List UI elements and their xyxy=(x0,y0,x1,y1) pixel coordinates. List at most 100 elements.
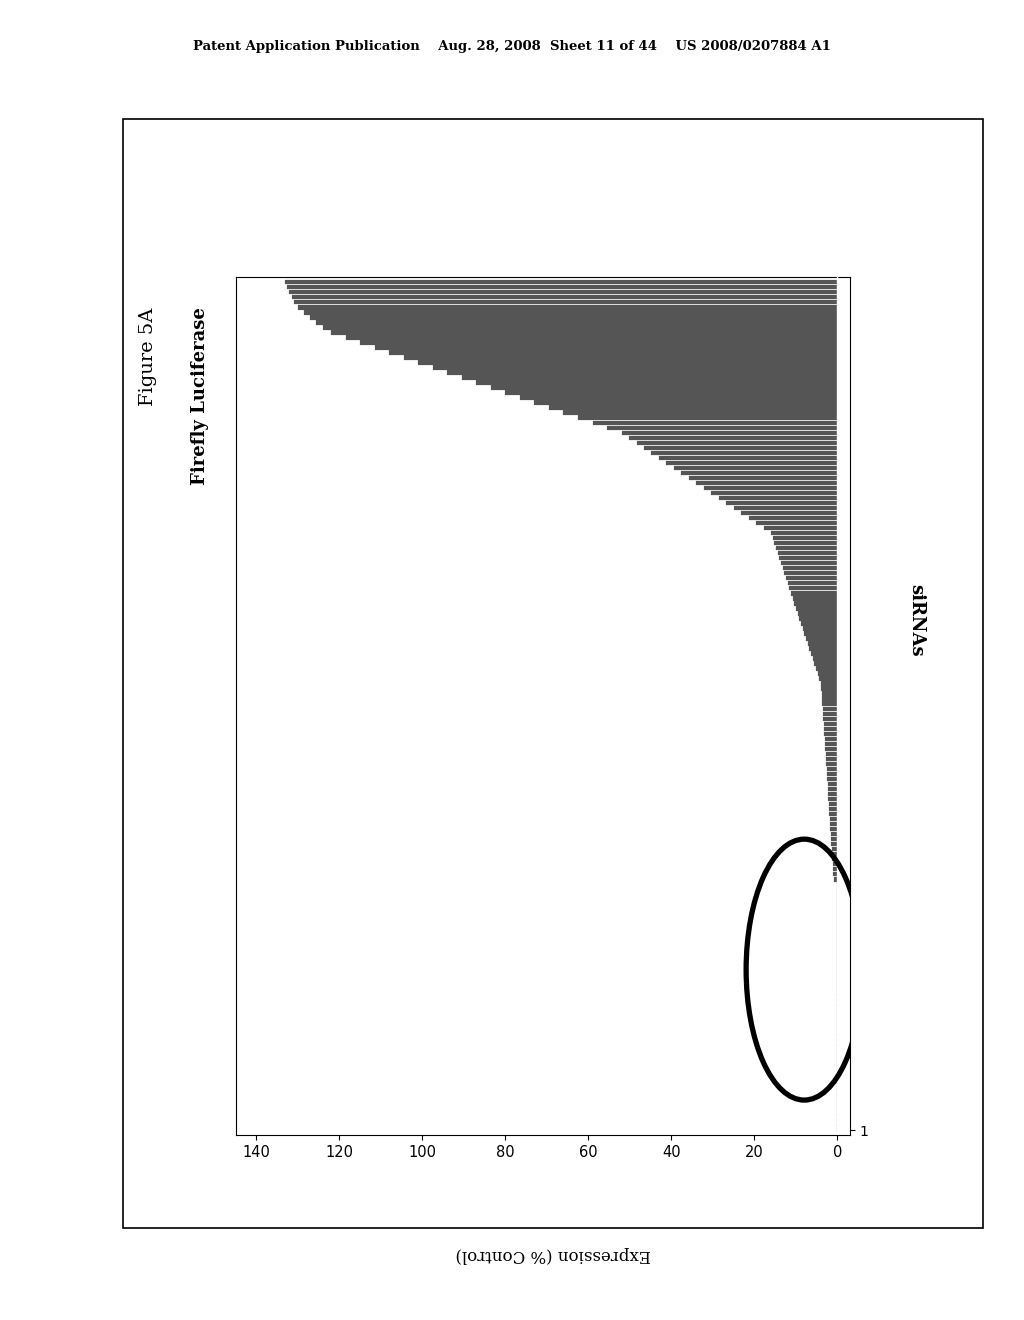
Bar xyxy=(360,341,838,345)
Bar xyxy=(824,726,838,731)
Bar xyxy=(779,556,838,561)
Bar xyxy=(593,421,838,425)
Bar xyxy=(733,506,838,511)
Bar xyxy=(833,862,838,866)
Bar xyxy=(821,686,838,690)
Bar xyxy=(777,550,838,556)
Bar xyxy=(331,330,838,334)
Bar xyxy=(712,491,838,495)
Bar xyxy=(828,792,838,796)
Bar xyxy=(292,296,838,300)
Bar xyxy=(786,576,838,581)
Bar xyxy=(829,817,838,821)
Bar xyxy=(756,521,838,525)
Bar xyxy=(800,616,838,620)
Bar xyxy=(563,411,838,414)
Bar xyxy=(345,335,838,339)
Bar xyxy=(791,591,838,595)
Bar xyxy=(375,346,838,350)
Bar xyxy=(822,706,838,711)
Bar xyxy=(637,441,838,445)
Bar xyxy=(803,626,838,631)
Bar xyxy=(829,807,838,812)
Bar xyxy=(629,436,838,440)
Bar xyxy=(833,857,838,862)
Bar xyxy=(578,416,838,420)
Bar xyxy=(824,731,838,737)
Text: Figure 5A: Figure 5A xyxy=(139,308,158,405)
Bar xyxy=(821,681,838,686)
Bar xyxy=(824,737,838,741)
Bar xyxy=(316,321,838,325)
Bar xyxy=(506,391,838,395)
Bar xyxy=(476,380,838,384)
Bar xyxy=(310,315,838,319)
Bar xyxy=(834,867,838,871)
Bar xyxy=(826,772,838,776)
Bar xyxy=(823,717,838,721)
Bar xyxy=(823,722,838,726)
Bar xyxy=(826,762,838,766)
Bar xyxy=(771,531,838,536)
Bar xyxy=(535,400,838,405)
Bar xyxy=(806,636,838,640)
Bar xyxy=(833,851,838,857)
Bar xyxy=(787,581,838,586)
Bar xyxy=(830,832,838,837)
Bar xyxy=(830,826,838,832)
Bar xyxy=(288,285,838,289)
Bar xyxy=(827,787,838,791)
Bar xyxy=(829,812,838,816)
Bar xyxy=(674,466,838,470)
Bar xyxy=(831,847,838,851)
Bar xyxy=(828,797,838,801)
Bar xyxy=(719,496,838,500)
Text: Expression (% Control): Expression (% Control) xyxy=(455,1246,651,1262)
Bar xyxy=(773,536,838,540)
Bar xyxy=(323,325,838,330)
Bar xyxy=(795,601,838,606)
Bar xyxy=(808,642,838,645)
Bar xyxy=(831,837,838,841)
Bar xyxy=(462,375,838,380)
Bar xyxy=(659,455,838,461)
Bar xyxy=(403,355,838,359)
Bar xyxy=(834,873,838,876)
Bar xyxy=(749,516,838,520)
Bar xyxy=(681,471,838,475)
Bar xyxy=(667,461,838,465)
Text: siRNAs: siRNAs xyxy=(907,583,926,657)
Bar xyxy=(814,661,838,665)
Bar xyxy=(831,842,838,846)
Bar xyxy=(549,405,838,411)
Bar xyxy=(294,300,838,305)
Bar xyxy=(726,500,838,506)
Bar xyxy=(819,676,838,681)
Bar xyxy=(651,450,838,455)
Bar xyxy=(622,430,838,436)
Bar xyxy=(304,310,838,314)
Bar xyxy=(741,511,838,515)
Bar xyxy=(825,751,838,756)
Bar xyxy=(809,647,838,651)
Bar xyxy=(796,606,838,611)
Bar xyxy=(827,776,838,781)
Bar xyxy=(811,651,838,656)
Bar xyxy=(830,822,838,826)
Bar xyxy=(607,425,838,430)
Text: Firefly Luciferase: Firefly Luciferase xyxy=(190,308,209,484)
Bar xyxy=(784,572,838,576)
Bar xyxy=(298,305,838,309)
Bar xyxy=(834,876,838,882)
Bar xyxy=(828,801,838,807)
Bar xyxy=(389,350,838,355)
Bar xyxy=(520,396,838,400)
Bar xyxy=(825,742,838,746)
Bar xyxy=(447,371,838,375)
Bar xyxy=(801,622,838,626)
Bar xyxy=(823,711,838,715)
Bar xyxy=(817,672,838,676)
Bar xyxy=(826,767,838,771)
Bar xyxy=(774,541,838,545)
Bar xyxy=(825,747,838,751)
